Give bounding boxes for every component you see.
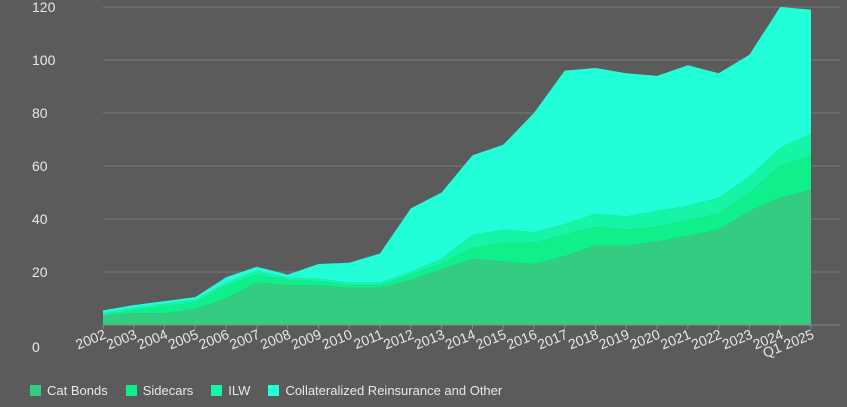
- x-tick-label: 2010: [320, 326, 355, 353]
- legend-swatch: [211, 385, 223, 396]
- area-ilw: [103, 134, 811, 315]
- x-ticks: [102, 324, 840, 329]
- x-tick-label: 2014: [443, 326, 478, 353]
- x-tick-label: 2004: [135, 326, 170, 353]
- area-collateralized-reinsurance-and-other: [103, 7, 811, 314]
- x-tick-label: 2009: [289, 326, 324, 353]
- legend-label: Sidecars: [142, 383, 194, 398]
- stacked-area-chart: 0 20 40 60 80 100 120 200220032004200520062007…: [32, 0, 840, 361]
- legend-item: Collateralized Reinsurance and Other: [268, 383, 502, 398]
- y-axis: 0 20 40 60 80 100 120: [32, 0, 56, 355]
- legend-label: Collateralized Reinsurance and Other: [285, 383, 503, 398]
- x-tick-label: 2007: [227, 326, 262, 353]
- legend: Cat Bonds Sidecars ILW Collateralized Reins…: [30, 383, 502, 398]
- legend-item: Cat Bonds: [30, 383, 108, 398]
- legend-label: ILW: [228, 383, 251, 398]
- x-tick-label: 2005: [166, 326, 201, 353]
- legend-item: Sidecars: [125, 383, 194, 398]
- x-tick-label: 2016: [504, 326, 539, 353]
- y-tick-label: 0: [32, 339, 40, 355]
- x-tick-label: 2008: [258, 326, 293, 353]
- legend-label: Cat Bonds: [47, 383, 108, 398]
- x-tick-label: 2002: [73, 326, 108, 353]
- x-tick-label: 2018: [566, 326, 601, 353]
- x-tick-label: 2023: [720, 326, 755, 353]
- x-tick-label: 2022: [689, 326, 724, 353]
- x-tick-label: 2019: [597, 326, 632, 353]
- x-tick-label: 2015: [473, 326, 508, 353]
- y-tick-label: 60: [32, 158, 48, 174]
- legend-swatch: [125, 385, 137, 396]
- x-tick-label: 2020: [627, 326, 662, 353]
- y-tick-label: 80: [32, 105, 48, 121]
- x-tick-label: 2021: [658, 326, 693, 353]
- legend-swatch: [30, 385, 41, 396]
- x-tick-label: 2017: [535, 326, 570, 353]
- x-tick-label: 2003: [104, 326, 139, 353]
- areas: [103, 7, 811, 325]
- legend-item: ILW: [211, 383, 250, 398]
- y-tick-label: 40: [32, 211, 48, 227]
- area-cat-bonds: [103, 189, 811, 325]
- legend-swatch: [268, 385, 280, 396]
- x-tick-label: 2013: [412, 326, 447, 353]
- y-tick-label: 100: [32, 52, 56, 68]
- x-tick-label: 2012: [381, 326, 416, 353]
- y-tick-label: 120: [32, 0, 56, 15]
- y-tick-label: 20: [32, 264, 48, 280]
- x-axis: 2002200320042005200620072008200920102011…: [73, 326, 816, 361]
- area-sidecars: [103, 155, 811, 316]
- x-tick-label: 2006: [196, 326, 231, 353]
- x-tick-label: 2011: [351, 326, 385, 352]
